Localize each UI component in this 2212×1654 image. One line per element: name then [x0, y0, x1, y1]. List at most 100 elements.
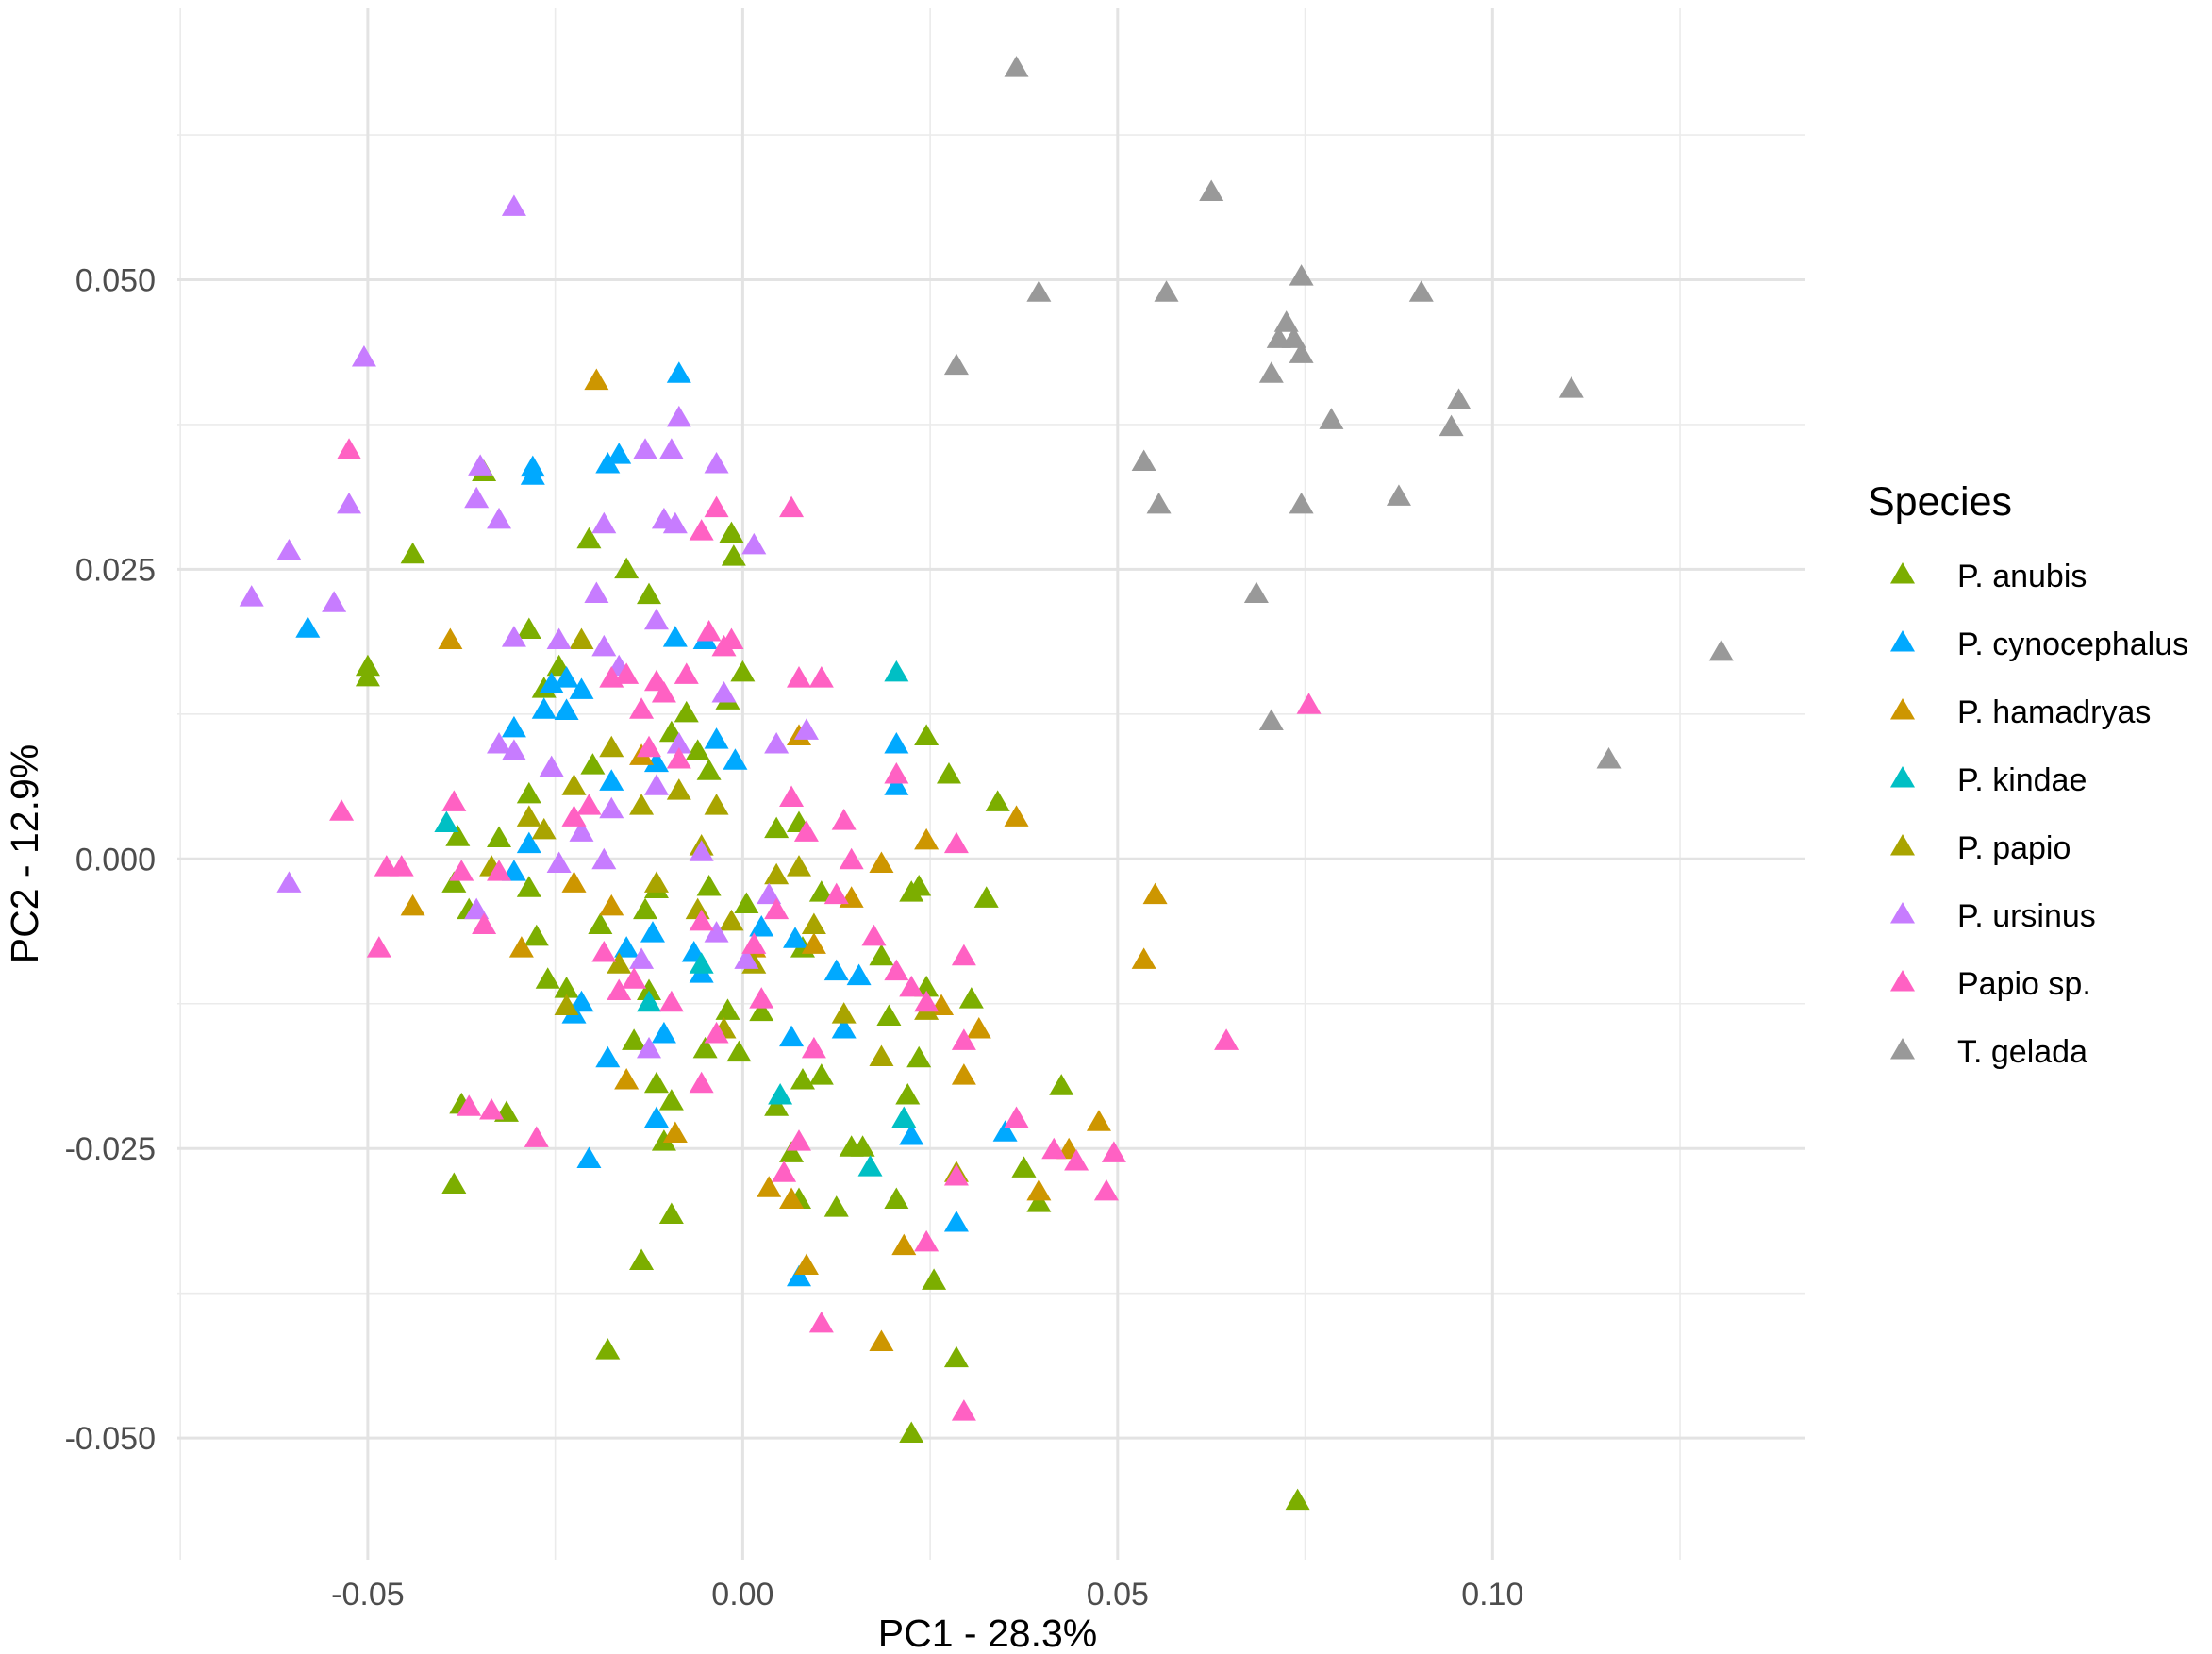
data-point — [884, 660, 909, 682]
data-point — [801, 1036, 826, 1059]
legend-label: P. anubis — [1957, 559, 2087, 594]
data-point — [786, 666, 811, 688]
data-point — [666, 732, 691, 754]
y-axis-ticks: -0.050 -0.025 0.000 0.025 0.050 — [65, 262, 156, 1457]
data-point — [464, 897, 490, 920]
data-point — [899, 1123, 924, 1145]
data-point — [786, 1264, 811, 1287]
data-point — [749, 914, 774, 937]
data-point — [793, 718, 819, 740]
legend-label: P. kindae — [1957, 762, 2087, 798]
data-point — [366, 936, 391, 958]
data-point — [895, 1082, 921, 1105]
data-point — [790, 1068, 815, 1090]
data-point — [554, 666, 579, 688]
data-point — [943, 831, 969, 854]
data-point — [1289, 264, 1314, 286]
data-point — [914, 724, 940, 745]
data-point — [801, 932, 826, 954]
legend-key — [1890, 698, 1915, 720]
data-point — [992, 1120, 1018, 1142]
data-point — [658, 1202, 684, 1224]
data-point — [958, 987, 984, 1009]
data-point — [643, 750, 669, 773]
data-point — [689, 840, 714, 861]
data-point — [501, 715, 526, 738]
data-point — [666, 361, 691, 383]
data-point — [839, 847, 864, 870]
data-point — [1446, 388, 1472, 409]
legend-label: P. cynocephalus — [1957, 627, 2188, 662]
data-point — [524, 1126, 549, 1147]
data-point — [861, 924, 887, 946]
data-point — [936, 761, 961, 784]
data-point — [899, 1421, 924, 1443]
data-point — [389, 855, 414, 877]
legend-key — [1890, 834, 1915, 856]
data-point — [723, 748, 748, 770]
data-point — [535, 967, 560, 989]
data-point — [501, 626, 526, 647]
data-point — [434, 810, 459, 833]
data-point — [951, 1399, 976, 1421]
data-point — [876, 1004, 902, 1027]
data-point — [576, 794, 602, 815]
data-point — [973, 886, 999, 908]
data-point — [831, 809, 857, 830]
data-point — [622, 967, 647, 989]
data-point — [1199, 179, 1224, 201]
data-point — [704, 451, 729, 474]
data-point — [591, 634, 617, 657]
data-point — [539, 755, 564, 777]
data-point — [599, 769, 624, 791]
data-point — [441, 790, 467, 811]
data-point — [808, 1063, 834, 1085]
legend-key — [1890, 902, 1915, 924]
data-point — [576, 526, 602, 549]
data-point — [857, 1155, 883, 1177]
data-point — [764, 1094, 790, 1116]
data-point — [793, 820, 819, 842]
legend-label: P. ursinus — [1957, 898, 2096, 934]
data-point — [985, 790, 1010, 811]
data-point — [764, 897, 790, 920]
data-point — [1131, 947, 1156, 969]
data-point — [637, 582, 662, 605]
y-tick-label: 0.025 — [75, 552, 156, 588]
data-point — [524, 924, 549, 946]
data-point — [779, 1187, 805, 1209]
data-point — [726, 1040, 752, 1062]
data-point — [808, 880, 834, 902]
data-point — [786, 855, 811, 877]
data-point — [576, 1146, 602, 1169]
data-point — [696, 875, 722, 896]
data-point — [1004, 56, 1029, 77]
data-point — [674, 662, 699, 684]
data-point — [337, 438, 362, 459]
data-point — [607, 978, 632, 1001]
data-point — [487, 826, 512, 847]
data-point — [1154, 280, 1179, 302]
data-point — [643, 608, 669, 630]
data-point — [734, 892, 759, 913]
data-point — [516, 876, 541, 897]
data-point — [692, 1036, 718, 1059]
data-point — [899, 880, 924, 902]
legend-key — [1890, 1038, 1915, 1060]
data-point — [914, 1229, 940, 1252]
data-point — [651, 681, 676, 703]
data-point — [614, 1068, 640, 1090]
y-tick-label: -0.050 — [65, 1421, 156, 1457]
x-axis-title: PC1 - 28.3% — [878, 1612, 1097, 1654]
x-tick-label: 0.00 — [711, 1577, 773, 1612]
data-point — [554, 698, 579, 720]
data-point — [599, 796, 624, 819]
data-point — [943, 1211, 969, 1232]
data-point — [734, 947, 759, 969]
data-point — [1041, 1137, 1067, 1160]
data-point — [487, 732, 512, 754]
legend-key — [1890, 562, 1915, 584]
data-point — [591, 940, 617, 962]
data-point — [516, 831, 541, 854]
